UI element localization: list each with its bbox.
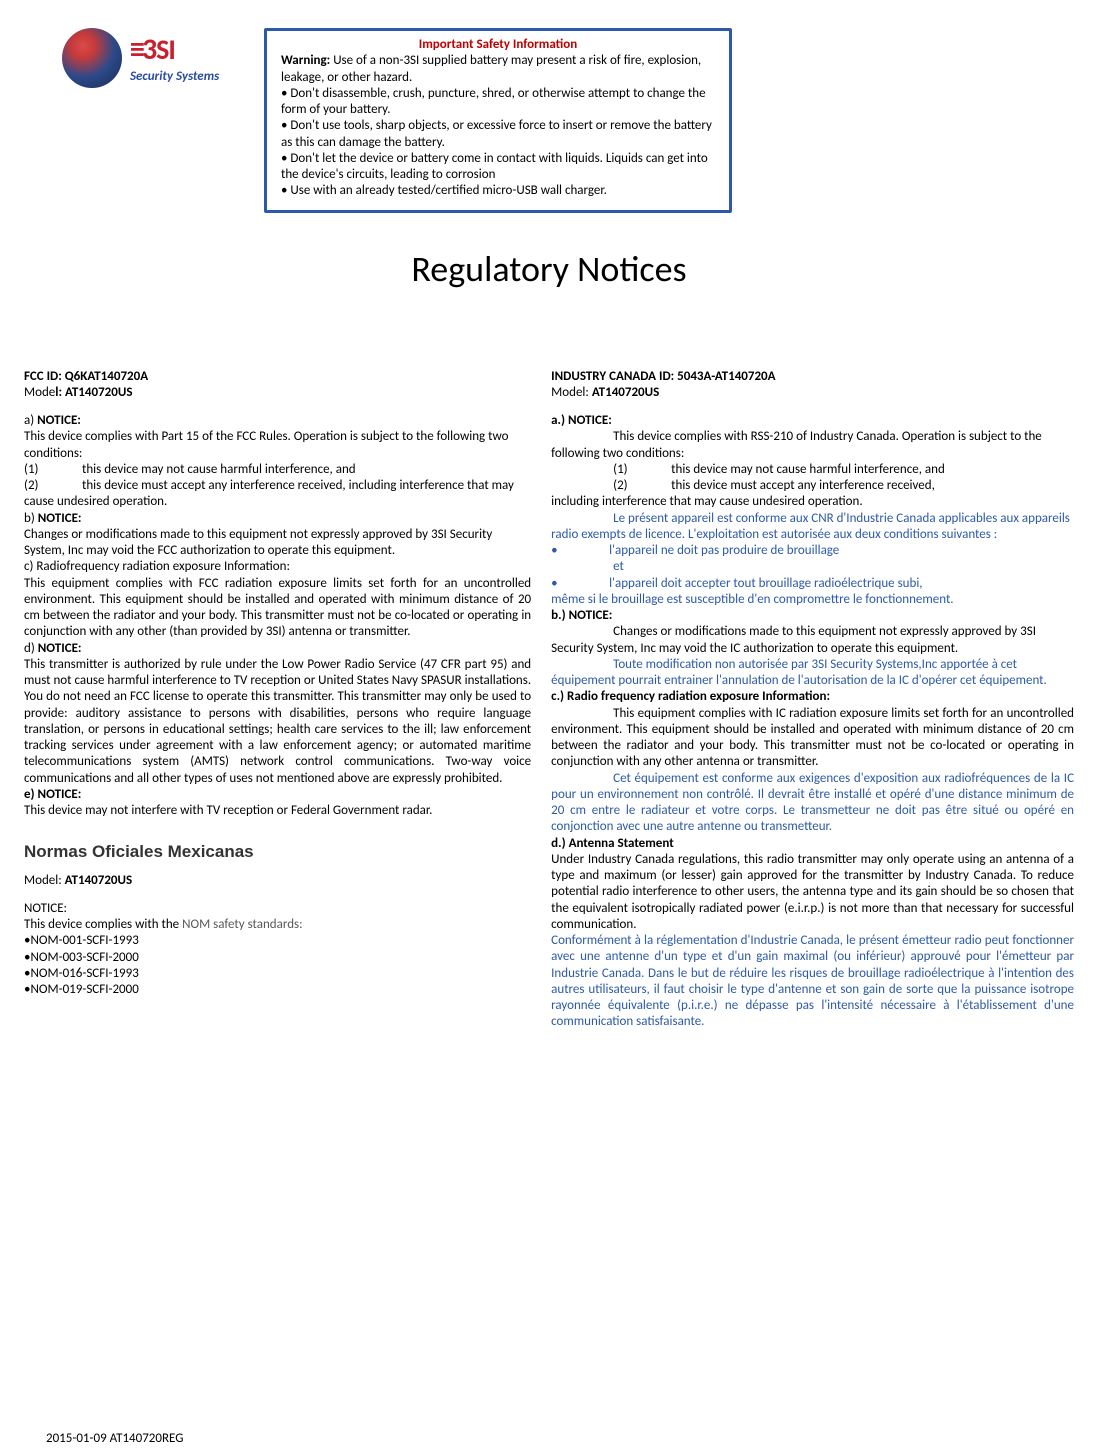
fcc-b-body: Changes or modifications made to this eq… (24, 527, 531, 560)
ic-a-tail: including interference that may cause un… (551, 494, 1074, 510)
logo-sphere-icon (62, 28, 122, 88)
logo-text: ≡3SI Security Systems (130, 32, 219, 84)
safety-bullet: • Don't let the device or battery come i… (281, 151, 715, 184)
main-title: Regulatory Notices (24, 247, 1074, 291)
ic-a-cond1: (1)this device may not cause harmful int… (551, 462, 1074, 478)
page: ≡3SI Security Systems Important Safety I… (0, 0, 1098, 1454)
safety-warning-line: Warning: Use of a non-3SI supplied batte… (281, 53, 715, 86)
ic-c-hdr: c.) Radio frequency radiation exposure I… (551, 689, 1074, 705)
ic-id: INDUSTRY CANADA ID: 5043A-AT140720A (551, 369, 1074, 385)
nom-model: Model: AT140720US (24, 873, 531, 889)
ic-c-body: This equipment complies with IC radiatio… (551, 706, 1074, 771)
fcc-model: Model: AT140720US (24, 385, 531, 401)
fcc-model-prefix: Mode (24, 385, 55, 400)
fcc-e-body: This device may not interfere with TV re… (24, 803, 531, 819)
fcc-notice-d-hdr: d) NOTICE: (24, 641, 531, 657)
fcc-c-hdr: c) Radiofrequency radiation exposure Inf… (24, 559, 531, 575)
fcc-e-hdr: e) NOTICE: (24, 787, 531, 803)
ic-fr1: Le présent appareil est conforme aux CNR… (551, 511, 1074, 544)
ic-fr-b1: •l'appareil ne doit pas produire de brou… (551, 543, 1074, 559)
ic-fr-b2: •l'appareil doit accepter tout brouillag… (551, 576, 1074, 592)
fcc-a-cond1: (1)this device may not cause harmful int… (24, 462, 531, 478)
columns: FCC ID: Q6KAT140720A Model: AT140720US a… (24, 369, 1074, 1031)
footer-text: 2015-01-09 AT140720REG (46, 1431, 183, 1446)
fcc-model-bold: l: AT140720US (55, 385, 132, 400)
ic-fr-et: et (551, 559, 1074, 575)
nom-std: •NOM-003-SCFI-2000 (24, 950, 531, 966)
safety-bullet: • Don't disassemble, crush, puncture, sh… (281, 86, 715, 119)
ic-b-body: Changes or modifications made to this eq… (551, 624, 1074, 657)
nom-std: •NOM-019-SCFI-2000 (24, 982, 531, 998)
logo-block: ≡3SI Security Systems (24, 28, 224, 88)
company-logo: ≡3SI Security Systems (62, 28, 224, 88)
safety-info-box: Important Safety Information Warning: Us… (264, 28, 732, 213)
ic-a-cond2: (2)this device must accept any interfere… (551, 478, 1074, 494)
ic-b-fr: Toute modification non autorisée par 3SI… (551, 657, 1074, 690)
fcc-a-cond2: (2)this device must accept any interfere… (24, 478, 531, 511)
fcc-notice-b-hdr: b) NOTICE: (24, 511, 531, 527)
left-column: FCC ID: Q6KAT140720A Model: AT140720US a… (24, 369, 531, 1031)
nom-std: •NOM-016-SCFI-1993 (24, 966, 531, 982)
fcc-c-body: This equipment complies with FCC radiati… (24, 576, 531, 641)
nom-notice: NOTICE: (24, 901, 531, 917)
ic-a-body1: This device complies with RSS-210 of Ind… (551, 429, 1074, 462)
fcc-notice-a-hdr: a) NOTICE: (24, 413, 531, 429)
ic-d-hdr: d.) Antenna Statement (551, 836, 1074, 852)
logo-3si-icon: ≡3SI (130, 32, 219, 67)
safety-bullet: • Don't use tools, sharp objects, or exc… (281, 118, 715, 151)
right-column: INDUSTRY CANADA ID: 5043A-AT140720A Mode… (551, 369, 1074, 1031)
ic-model: Model: AT140720US (551, 385, 1074, 401)
safety-title: Important Safety Information (281, 37, 715, 53)
nom-title: Normas Oficiales Mexicanas (24, 841, 531, 862)
ic-d-fr: Conformément à la réglementation d'Indus… (551, 933, 1074, 1031)
warning-label: Warning: (281, 53, 330, 68)
nom-line1: This device complies with the NOM safety… (24, 917, 531, 933)
fcc-d-body: This transmitter is authorized by rule u… (24, 657, 531, 787)
header-row: ≡3SI Security Systems Important Safety I… (24, 28, 1074, 213)
ic-a-hdr: a.) NOTICE: (551, 413, 1074, 429)
ic-fr-tail: même si le brouillage est susceptible d'… (551, 592, 1074, 608)
logo-subtitle: Security Systems (130, 69, 219, 84)
fcc-a-body1: This device complies with Part 15 of the… (24, 429, 531, 462)
ic-d-body: Under Industry Canada regulations, this … (551, 852, 1074, 933)
fcc-id: FCC ID: Q6KAT140720A (24, 369, 531, 385)
ic-c-fr: Cet équipement est conforme aux exigence… (551, 771, 1074, 836)
ic-b-hdr: b.) NOTICE: (551, 608, 1074, 624)
warning-text: Use of a non-3SI supplied battery may pr… (281, 53, 701, 84)
safety-bullet: • Use with an already tested/certified m… (281, 183, 715, 199)
nom-std: •NOM-001-SCFI-1993 (24, 933, 531, 949)
